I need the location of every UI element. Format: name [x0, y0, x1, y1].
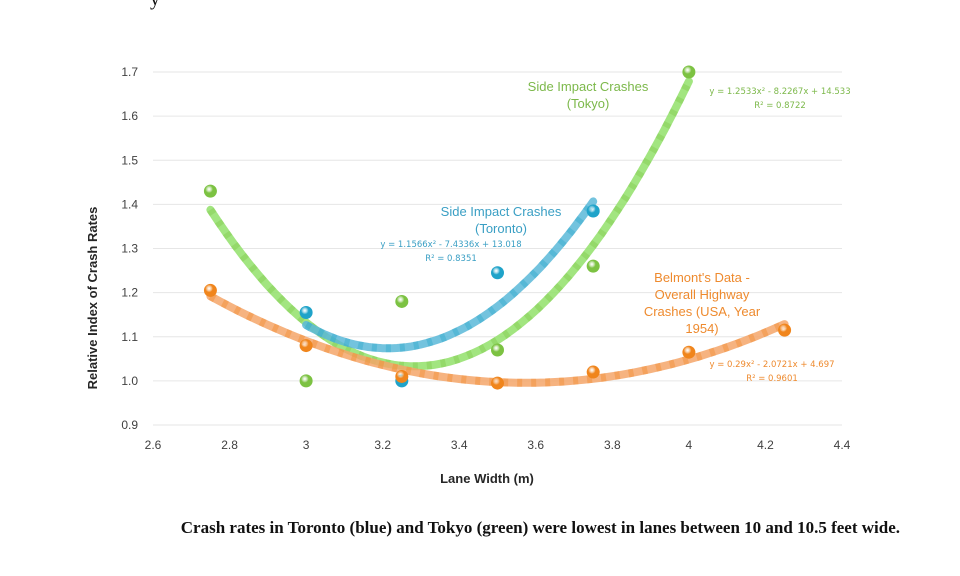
x-tick-label: 3.4: [451, 438, 468, 452]
trendline-tokyo: [206, 77, 693, 371]
crash-rate-chart: 0.9 1.0 1.1 1.2 1.3 1.4 1.5 1.6 1.7 2.6 2.8 3 3.2 3.…: [85, 65, 851, 486]
data-point-toronto: [299, 305, 313, 319]
x-tick-label: 2.8: [221, 438, 238, 452]
y-tick-label: 1.4: [121, 197, 138, 211]
gridlines: [153, 71, 842, 426]
y-tick-label: 1.3: [121, 242, 138, 256]
x-tick-label: 3.6: [527, 438, 544, 452]
y-tick-label: 0.9: [121, 418, 138, 432]
data-point-belmont: [203, 283, 217, 297]
data-point-tokyo: [682, 65, 696, 79]
belmont-r-squared: R² = 0.9601: [746, 374, 798, 384]
x-tick-label: 4: [686, 438, 693, 452]
tokyo-r-squared: R² = 0.8722: [754, 101, 806, 111]
y-axis-ticks: 0.9 1.0 1.1 1.2 1.3 1.4 1.5 1.6 1.7: [121, 65, 138, 432]
figure-caption: Crash rates in Toronto (blue) and Tokyo …: [180, 518, 900, 537]
x-tick-label: 3.2: [374, 438, 391, 452]
y-tick-label: 1.7: [121, 65, 138, 79]
trendline-dots-toronto: [304, 199, 597, 353]
data-point-belmont: [682, 345, 696, 359]
data-point-belmont: [299, 339, 313, 353]
y-tick-label: 1.0: [121, 374, 138, 388]
y-tick-label: 1.1: [121, 330, 138, 344]
trendline-dots-tokyo: [207, 79, 693, 371]
page-text-fragment: y: [150, 0, 160, 11]
belmont-label-line-4: 1954): [685, 321, 718, 336]
data-points: [203, 65, 792, 390]
toronto-annotation: Side Impact Crashes (Toronto) y = 1.1566…: [380, 204, 561, 264]
toronto-label-line-2: (Toronto): [475, 221, 527, 236]
trendline-toronto: [302, 197, 598, 353]
data-point-tokyo: [586, 259, 600, 273]
data-point-belmont: [491, 376, 504, 390]
x-tick-label: 4.2: [757, 438, 774, 452]
tokyo-annotation: Side Impact Crashes (Tokyo) y = 1.2533x²…: [528, 79, 851, 111]
tokyo-equation: y = 1.2533x² - 8.2267x + 14.533: [709, 87, 850, 97]
belmont-label-line-1: Belmont's Data -: [654, 270, 750, 285]
x-tick-label: 3: [303, 438, 310, 452]
y-tick-label: 1.2: [121, 286, 138, 300]
x-tick-label: 4.4: [834, 438, 851, 452]
data-point-toronto: [586, 204, 600, 218]
belmont-label-line-2: Overall Highway: [655, 287, 750, 302]
y-tick-label: 1.6: [121, 109, 138, 123]
x-tick-label: 2.6: [145, 438, 162, 452]
x-axis-ticks: 2.6 2.8 3 3.2 3.4 3.6 3.8 4 4.2 4.4: [145, 438, 851, 452]
belmont-equation: y = 0.29x² - 2.0721x + 4.697: [709, 360, 834, 370]
belmont-label-line-3: Crashes (USA, Year: [644, 304, 761, 319]
y-tick-label: 1.5: [121, 153, 138, 167]
toronto-equation: y = 1.1566x² - 7.4336x + 13.018: [380, 240, 521, 250]
x-tick-label: 3.8: [604, 438, 621, 452]
tokyo-label-line-2: (Tokyo): [567, 96, 610, 111]
data-point-toronto: [491, 266, 504, 280]
data-point-tokyo: [395, 294, 409, 308]
data-point-belmont: [586, 365, 600, 379]
y-axis-title: Relative Index of Crash Rates: [85, 207, 100, 390]
toronto-label-line-1: Side Impact Crashes: [441, 204, 562, 219]
data-point-belmont: [395, 369, 409, 383]
toronto-r-squared: R² = 0.8351: [425, 254, 477, 264]
data-point-tokyo: [299, 374, 313, 388]
x-axis-title: Lane Width (m): [440, 471, 534, 486]
data-point-belmont: [778, 323, 792, 337]
data-point-tokyo: [203, 184, 217, 198]
belmont-annotation: Belmont's Data - Overall Highway Crashes…: [644, 270, 835, 384]
tokyo-label-line-1: Side Impact Crashes: [528, 79, 649, 94]
data-point-tokyo: [491, 343, 504, 357]
